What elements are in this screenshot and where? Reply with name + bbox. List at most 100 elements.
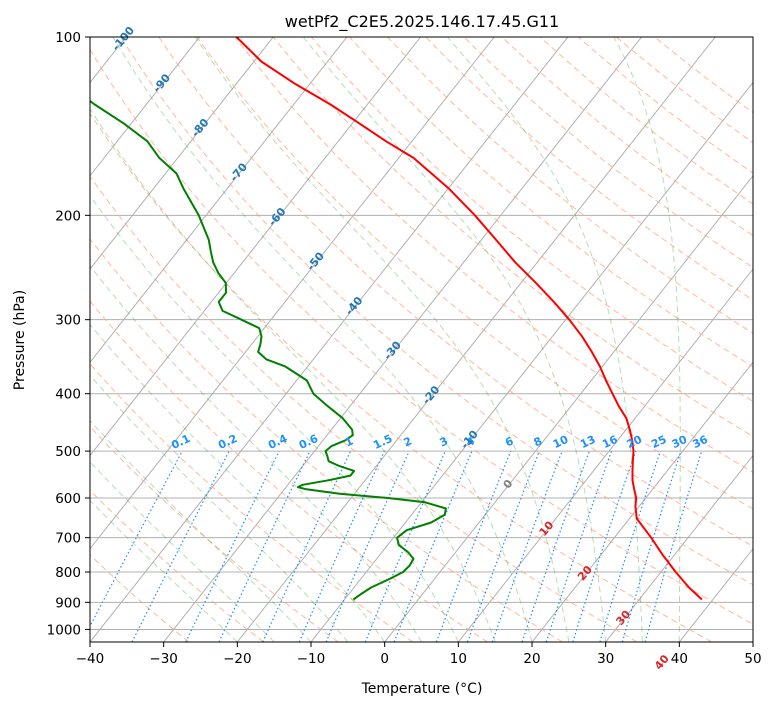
dry-adiabat-190 [616,37,753,144]
mixing-ratio-line-13 [545,450,613,642]
moist-adiabat-15 [90,107,496,642]
dry-adiabat-10 [90,300,488,642]
x-tick-label: 20 [523,651,540,667]
chart-title: wetPf2_C2E5.2025.146.17.45.G11 [285,12,559,32]
y-tick-label: 800 [55,565,81,581]
plot-frame [89,36,754,643]
dry-adiabat-130 [387,37,753,334]
dry-adiabat-200 [654,37,753,114]
y-tick-label: 500 [55,444,81,460]
dry-adiabat-20 [90,238,563,642]
mixing-ratio-line-14 [572,450,637,642]
mixing-ratio-line-6 [325,450,410,642]
mixing-ratio-line-9 [435,450,512,642]
isotherm--20 [236,37,716,642]
x-tick-label: −40 [76,651,105,667]
mixing-ratio-line-11 [491,450,563,642]
x-tick-label: 30 [597,651,614,667]
isotherm--80 [90,37,274,270]
mixing-ratio-line-4 [262,450,352,642]
isotherm-label: -100 [109,24,137,54]
moist-adiabat--20 [90,499,238,642]
moist-adiabat-40 [613,37,681,642]
isotherm-20 [531,361,753,642]
mixing-ratio-line-16 [621,450,682,642]
mixing-ratio-label: 6 [503,434,516,449]
x-tick-label: −20 [223,651,252,667]
moist-adiabat--10 [90,419,312,642]
dry-adiabat--30 [90,554,190,642]
mixing-ratio-label: 2 [402,434,414,449]
mixing-ratio-label: 0.1 [169,432,192,452]
moist-adiabat-25 [194,37,570,642]
dry-adiabat-40 [90,112,712,642]
mixing-ratio-label: 0.4 [266,432,289,452]
mixing-ratio-line-17 [644,450,703,642]
x-axis-label: Temperature (°C) [361,681,483,697]
background-lines [90,37,753,642]
isotherm--10 [310,81,753,642]
mixing-ratio-line-2 [185,450,280,642]
dry-adiabat-120 [349,37,753,368]
isotherm--60 [90,37,422,457]
y-tick-label: 200 [55,208,81,224]
x-tick-label: 40 [671,651,688,667]
mixing-ratio-line-15 [599,450,661,642]
mixing-ratio-line-5 [298,450,385,642]
dry-adiabat-170 [539,37,753,205]
isotherm-30 [605,454,753,642]
y-axis-label: Pressure (hPa) [12,290,28,390]
isotherm-10 [457,268,753,642]
profile-lines [90,37,703,601]
mixing-ratio-label: 16 [600,433,620,451]
x-tick-label: 0 [380,651,389,667]
mixing-ratio-label: 10 [551,433,571,451]
isotherm--90 [90,37,201,177]
dry-adiabat-160 [501,37,753,237]
moist-adiabat-0 [90,323,386,642]
mixing-ratio-label: 0.2 [216,432,239,452]
axis-ticks: −40 −30 −20 −10 0 10 20 30 40 5010020030040050060… [47,30,762,667]
y-tick-label: 300 [55,313,81,329]
mixing-ratio-line-0 [90,450,183,628]
y-tick-label: 400 [55,387,81,403]
dry-adiabat-30 [90,175,638,642]
moist-adiabat--5 [90,374,349,642]
y-tick-label: 100 [55,30,81,46]
x-tick-label: 50 [744,651,761,667]
y-tick-label: 900 [55,595,81,611]
mixing-ratio-label: 25 [649,433,668,451]
dry-adiabat-80 [196,37,753,510]
isotherm-label: 40 [652,652,672,672]
dry-adiabat-110 [311,37,753,402]
dewpoint-profile-line [90,99,447,601]
x-tick-label: −10 [297,651,326,667]
isotherm--50 [90,37,495,550]
dry-adiabat-150 [463,37,753,269]
mixing-ratio-label: 1.5 [371,432,394,452]
x-tick-label: −30 [149,651,178,667]
dry-adiabat-70 [158,37,753,547]
dry-adiabat-50 [90,48,753,625]
y-tick-label: 600 [55,491,81,507]
moist-adiabat-10 [90,194,459,642]
isotherm-50 [752,641,753,642]
isotherm-0 [384,174,753,642]
moist-adiabat-30 [302,37,607,642]
mixing-ratio-label: 30 [670,433,690,451]
temperature-profile-line [235,37,703,601]
isotherm--40 [90,37,569,642]
dry-adiabat--20 [90,489,264,642]
y-tick-label: 700 [55,531,81,547]
mixing-ratio-line-7 [364,450,446,642]
dry-adiabat-100 [272,37,753,438]
mixing-ratio-label: 1 [343,434,355,449]
y-tick-label: 1000 [47,622,81,638]
x-tick-label: 10 [450,651,467,667]
mixing-ratio-label: 13 [578,433,597,451]
dry-adiabat-60 [120,37,753,586]
dry-adiabat--10 [90,425,339,642]
mixing-ratio-line-3 [218,450,311,642]
moist-adiabat-20 [112,37,533,642]
